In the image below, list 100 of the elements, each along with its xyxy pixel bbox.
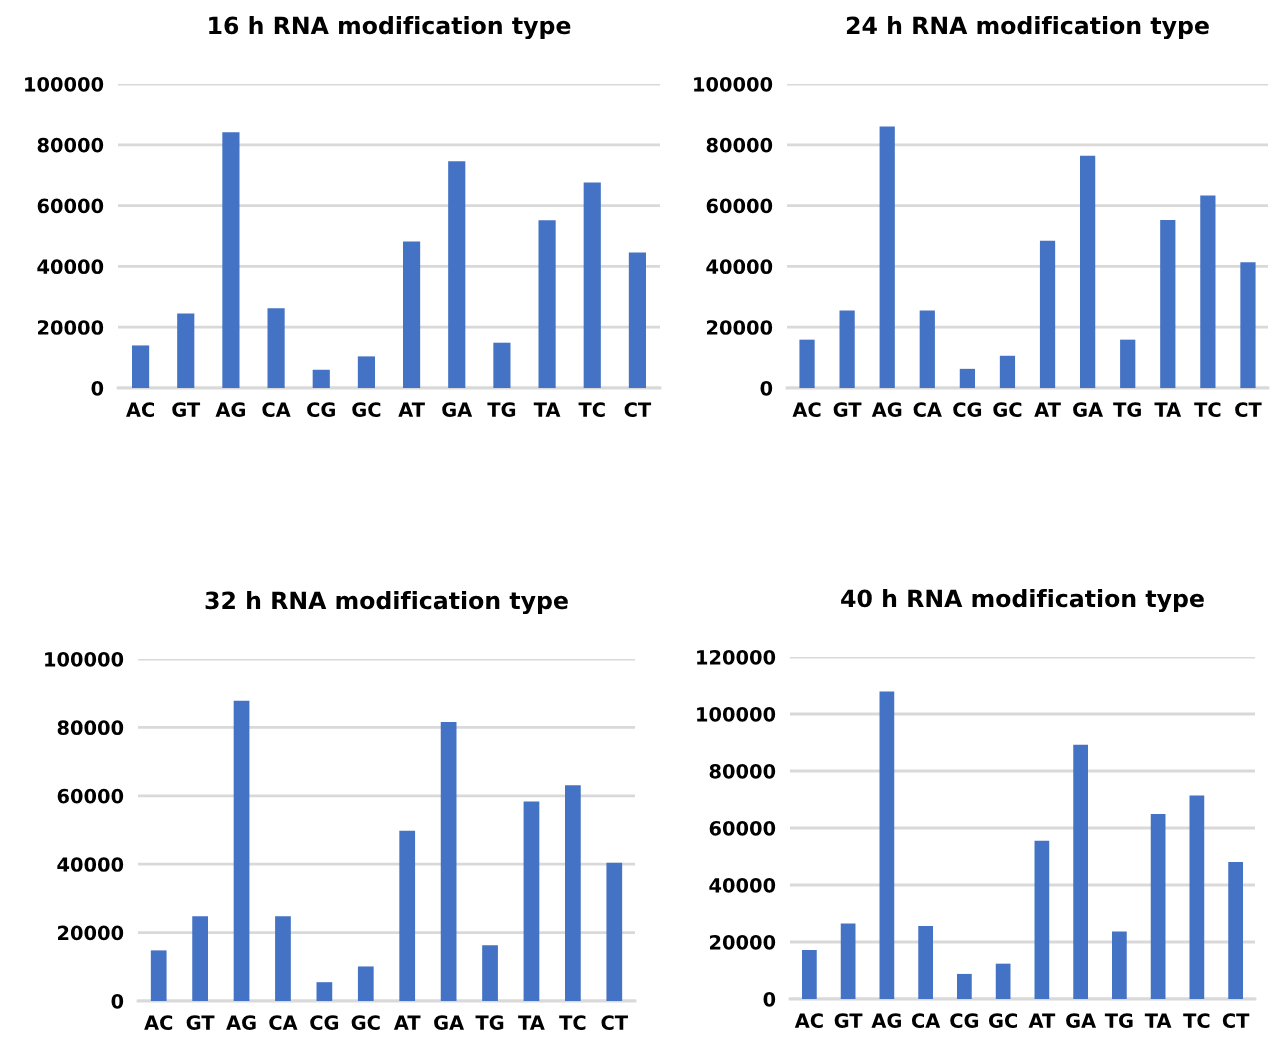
x-tick-label: AG	[226, 1015, 256, 1030]
x-tick-label: CA	[262, 402, 291, 417]
bar	[1160, 219, 1176, 388]
x-tick-label: TA	[1144, 1013, 1172, 1028]
x-tick-label: GC	[988, 1013, 1017, 1028]
bar	[583, 182, 601, 388]
bar	[482, 945, 498, 1001]
y-tick-label: 80000	[706, 137, 773, 153]
x-tick-label: TA	[1154, 402, 1182, 417]
y-tick-label: 100000	[25, 76, 104, 92]
bar	[132, 345, 150, 388]
bar	[267, 308, 285, 388]
bar	[150, 950, 167, 1001]
y-tick-label: 20000	[710, 934, 776, 950]
x-tick-label: CG	[950, 1013, 979, 1028]
x-tick-label: CT	[601, 1015, 628, 1030]
y-tick-label: 40000	[57, 857, 124, 872]
x-tick-label: CT	[624, 402, 652, 417]
x-tick-label: AT	[398, 402, 425, 417]
y-tick-label: 40000	[709, 877, 776, 893]
x-tick-label: AG	[215, 402, 245, 417]
x-tick-label: GA	[442, 402, 473, 417]
bar	[879, 126, 895, 388]
bar	[1112, 931, 1127, 999]
x-tick-label: TG	[487, 402, 516, 417]
y-tick-label: 60000	[706, 198, 773, 214]
bar	[840, 923, 856, 999]
y-tick-label: 20000	[58, 925, 124, 941]
y-tick-label: 60000	[709, 820, 776, 836]
y-tick-label: 80000	[709, 763, 776, 779]
bar	[995, 963, 1011, 999]
x-tick-label: CA	[911, 1013, 941, 1028]
y-tick-label: 80000	[37, 137, 104, 153]
bar	[799, 339, 815, 388]
bar	[839, 310, 855, 388]
x-tick-label: TC	[559, 1015, 586, 1030]
y-tick-label: 0	[760, 380, 773, 396]
x-tick-label: AC	[144, 1015, 173, 1030]
bar	[357, 356, 375, 388]
y-tick-label: 120000	[697, 649, 776, 665]
y-tick-label: 20000	[707, 320, 773, 335]
bar	[1073, 744, 1088, 999]
y-tick-label: 40000	[706, 259, 773, 275]
bar	[1228, 861, 1243, 999]
bar	[275, 916, 291, 1001]
y-tick-label: 0	[91, 380, 104, 396]
y-tick-label: 20000	[38, 320, 104, 335]
x-tick-label: TC	[1183, 1013, 1210, 1028]
x-tick-label: GC	[993, 402, 1022, 417]
bar	[1120, 339, 1136, 388]
y-tick-label: 40000	[37, 259, 104, 275]
bar	[403, 241, 421, 388]
bar	[879, 691, 895, 999]
bar	[357, 966, 374, 1001]
chart-title: 32 h RNA modification type	[205, 591, 568, 615]
x-tick-label: GT	[834, 1013, 863, 1028]
bar	[233, 700, 250, 1001]
bar	[959, 368, 975, 388]
x-tick-label: AC	[126, 402, 154, 417]
bar	[918, 926, 933, 999]
x-tick-label: GT	[172, 402, 201, 417]
x-tick-label: TG	[475, 1015, 504, 1030]
x-tick-label: CG	[307, 402, 335, 417]
x-tick-label: TA	[518, 1015, 545, 1030]
y-tick-label: 80000	[57, 720, 124, 736]
x-tick-label: AC	[794, 1013, 823, 1028]
y-tick-label: 0	[111, 993, 124, 1009]
y-tick-label: 100000	[697, 706, 776, 722]
bar	[523, 801, 540, 1001]
bar	[1200, 195, 1216, 388]
x-tick-label: TC	[578, 402, 605, 417]
x-tick-label: AT	[1034, 402, 1061, 417]
bar	[1189, 795, 1205, 999]
bar	[1080, 155, 1096, 388]
bar	[565, 785, 581, 1001]
bar	[606, 862, 623, 1001]
x-tick-label: CG	[953, 402, 982, 417]
chart-title: 40 h RNA modification type	[841, 589, 1204, 613]
x-tick-label: TA	[533, 402, 561, 417]
chart-title: 16 h RNA modification type	[209, 16, 571, 40]
x-tick-label: CT	[1222, 1013, 1250, 1028]
x-tick-label: GC	[351, 1015, 380, 1030]
x-tick-label: GT	[833, 402, 862, 417]
x-tick-label: CA	[913, 402, 942, 417]
bar	[999, 355, 1016, 388]
x-tick-label: AC	[792, 402, 821, 417]
y-tick-label: 100000	[694, 76, 773, 92]
bar	[177, 313, 195, 388]
bar	[538, 220, 556, 388]
bar	[919, 310, 935, 388]
bar	[1039, 240, 1056, 388]
x-tick-label: GT	[186, 1015, 215, 1030]
x-tick-label: GA	[1073, 402, 1104, 417]
bar	[440, 721, 457, 1001]
x-tick-label: TC	[1194, 402, 1221, 417]
bar	[957, 973, 972, 999]
y-tick-label: 0	[763, 991, 776, 1007]
bar	[493, 342, 511, 388]
x-tick-label: GC	[352, 402, 381, 417]
x-tick-label: TG	[1113, 402, 1141, 417]
